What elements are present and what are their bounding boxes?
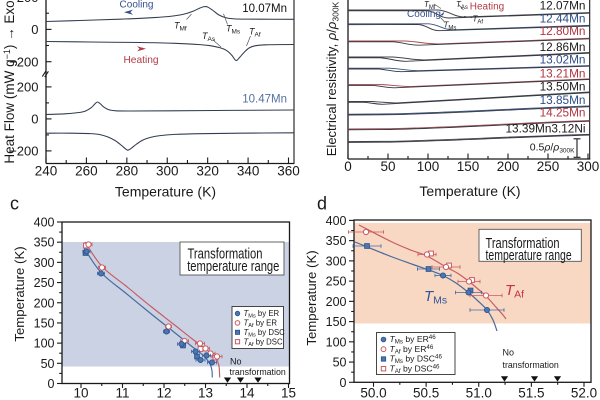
svg-text:Heating: Heating	[470, 2, 504, 13]
svg-text:transformation: transformation	[230, 367, 286, 377]
svg-text:c: c	[10, 194, 19, 214]
svg-text:12: 12	[156, 386, 171, 400]
svg-text:Temperature (K): Temperature (K)	[304, 250, 319, 345]
svg-text:Cooling: Cooling	[120, 0, 154, 11]
svg-text:TMf: TMf	[424, 0, 436, 11]
svg-text:300: 300	[34, 256, 55, 270]
svg-text:100: 100	[326, 335, 347, 349]
svg-text:TAf by DSC: TAf by DSC	[244, 337, 283, 348]
svg-text:TMf: TMf	[174, 21, 187, 33]
svg-text:TAf: TAf	[473, 15, 484, 26]
svg-text:100: 100	[417, 159, 440, 174]
svg-text:TAs: TAs	[456, 0, 468, 11]
svg-text:350: 350	[34, 236, 55, 250]
svg-text:Temperature (K): Temperature (K)	[12, 246, 27, 341]
svg-text:13: 13	[198, 386, 213, 400]
svg-text:51.0: 51.0	[466, 386, 492, 400]
svg-text:10: 10	[73, 386, 88, 400]
svg-text:Transformation: Transformation	[486, 235, 560, 252]
svg-text:200: 200	[326, 295, 347, 309]
svg-text:200: 200	[17, 80, 39, 95]
svg-text:temperature range: temperature range	[486, 247, 572, 264]
svg-text:50.0: 50.0	[360, 386, 386, 400]
svg-text:10.07Mn: 10.07Mn	[242, 3, 287, 15]
svg-text:240: 240	[35, 164, 58, 179]
svg-text:100: 100	[34, 337, 55, 351]
svg-text:0: 0	[31, 22, 38, 37]
svg-text:TAs: TAs	[202, 31, 216, 43]
svg-text:TAf: TAf	[249, 27, 261, 39]
svg-text:transformation: transformation	[503, 360, 559, 370]
svg-text:TAf: TAf	[505, 282, 524, 301]
svg-text:10.47Mn: 10.47Mn	[242, 94, 287, 106]
svg-text:250: 250	[326, 275, 347, 289]
svg-text:50: 50	[380, 159, 395, 174]
svg-text:TMs by DSC46: TMs by DSC46	[390, 354, 443, 366]
svg-text:12.86Mn: 12.86Mn	[540, 40, 586, 54]
svg-text:−200: −200	[9, 144, 38, 159]
svg-text:52.0: 52.0	[571, 386, 597, 400]
svg-text:13.02Mn: 13.02Mn	[540, 52, 586, 66]
svg-text:300: 300	[577, 159, 600, 174]
svg-text:200: 200	[17, 0, 39, 5]
svg-text:50.5: 50.5	[413, 386, 439, 400]
svg-text:TAf by ER: TAf by ER	[244, 319, 278, 330]
svg-text:13.50Mn: 13.50Mn	[540, 80, 586, 94]
svg-text:200: 200	[497, 159, 520, 174]
svg-text:300: 300	[156, 164, 179, 179]
svg-text:TMs: TMs	[424, 288, 447, 307]
svg-text:150: 150	[34, 316, 55, 330]
svg-text:0: 0	[31, 112, 38, 127]
svg-text:−200: −200	[9, 54, 38, 69]
svg-text:Heat Flow (mW g−1) → Exo: Heat Flow (mW g−1) → Exo	[2, 0, 17, 163]
svg-text:280: 280	[116, 164, 139, 179]
svg-text:0: 0	[340, 376, 347, 390]
svg-text:TMs: TMs	[444, 21, 457, 32]
svg-text:TMs by ER46: TMs by ER46	[390, 334, 437, 346]
svg-text:250: 250	[34, 276, 55, 290]
svg-text:12.07Mn: 12.07Mn	[540, 0, 586, 13]
svg-text:14.25Mn: 14.25Mn	[540, 106, 586, 120]
svg-text:11: 11	[115, 386, 129, 400]
svg-text:d: d	[317, 194, 327, 214]
svg-text:TMs: TMs	[226, 24, 241, 36]
svg-text:Cooling: Cooling	[407, 9, 441, 20]
svg-text:12.44Mn: 12.44Mn	[540, 11, 586, 25]
svg-text:13.21Mn: 13.21Mn	[540, 66, 586, 80]
svg-text:TMs by DSC: TMs by DSC	[244, 328, 286, 339]
svg-text:Transformation: Transformation	[188, 246, 263, 263]
svg-text:320: 320	[196, 164, 219, 179]
svg-text:temperature range: temperature range	[187, 258, 279, 275]
svg-text:0: 0	[344, 159, 352, 174]
svg-text:Temperature (K): Temperature (K)	[115, 184, 216, 200]
svg-text:13.85Mn: 13.85Mn	[540, 93, 586, 107]
svg-text:Temperature (K): Temperature (K)	[419, 183, 520, 199]
svg-text:14: 14	[239, 386, 255, 400]
svg-text:340: 340	[237, 164, 260, 179]
svg-text:300: 300	[326, 254, 347, 268]
svg-text:TAf by ER46: TAf by ER46	[390, 344, 434, 356]
svg-text:50: 50	[333, 356, 347, 370]
svg-text:Heating: Heating	[123, 55, 158, 66]
svg-text:50: 50	[41, 357, 55, 371]
svg-text:200: 200	[34, 296, 55, 310]
svg-text:350: 350	[326, 234, 347, 248]
svg-text:360: 360	[277, 164, 300, 179]
svg-text:No: No	[503, 348, 515, 358]
svg-text:260: 260	[75, 164, 98, 179]
svg-text:No: No	[230, 357, 242, 367]
svg-text:150: 150	[326, 315, 347, 329]
svg-text:TMs by ER: TMs by ER	[244, 309, 280, 320]
svg-text:0: 0	[48, 377, 55, 391]
svg-text:Electrical resistivity, ρ/ρ300: Electrical resistivity, ρ/ρ300K	[324, 1, 341, 156]
svg-text:13.39Mn3.12Ni: 13.39Mn3.12Ni	[505, 122, 585, 136]
svg-text:250: 250	[537, 159, 560, 174]
svg-text:400: 400	[326, 214, 347, 228]
svg-text:TAf by DSC46: TAf by DSC46	[390, 363, 441, 375]
svg-text:12.80Mn: 12.80Mn	[540, 24, 586, 38]
svg-text:400: 400	[34, 216, 55, 230]
svg-text:15: 15	[281, 386, 296, 400]
svg-text:51.5: 51.5	[518, 386, 544, 400]
svg-text:150: 150	[457, 159, 480, 174]
